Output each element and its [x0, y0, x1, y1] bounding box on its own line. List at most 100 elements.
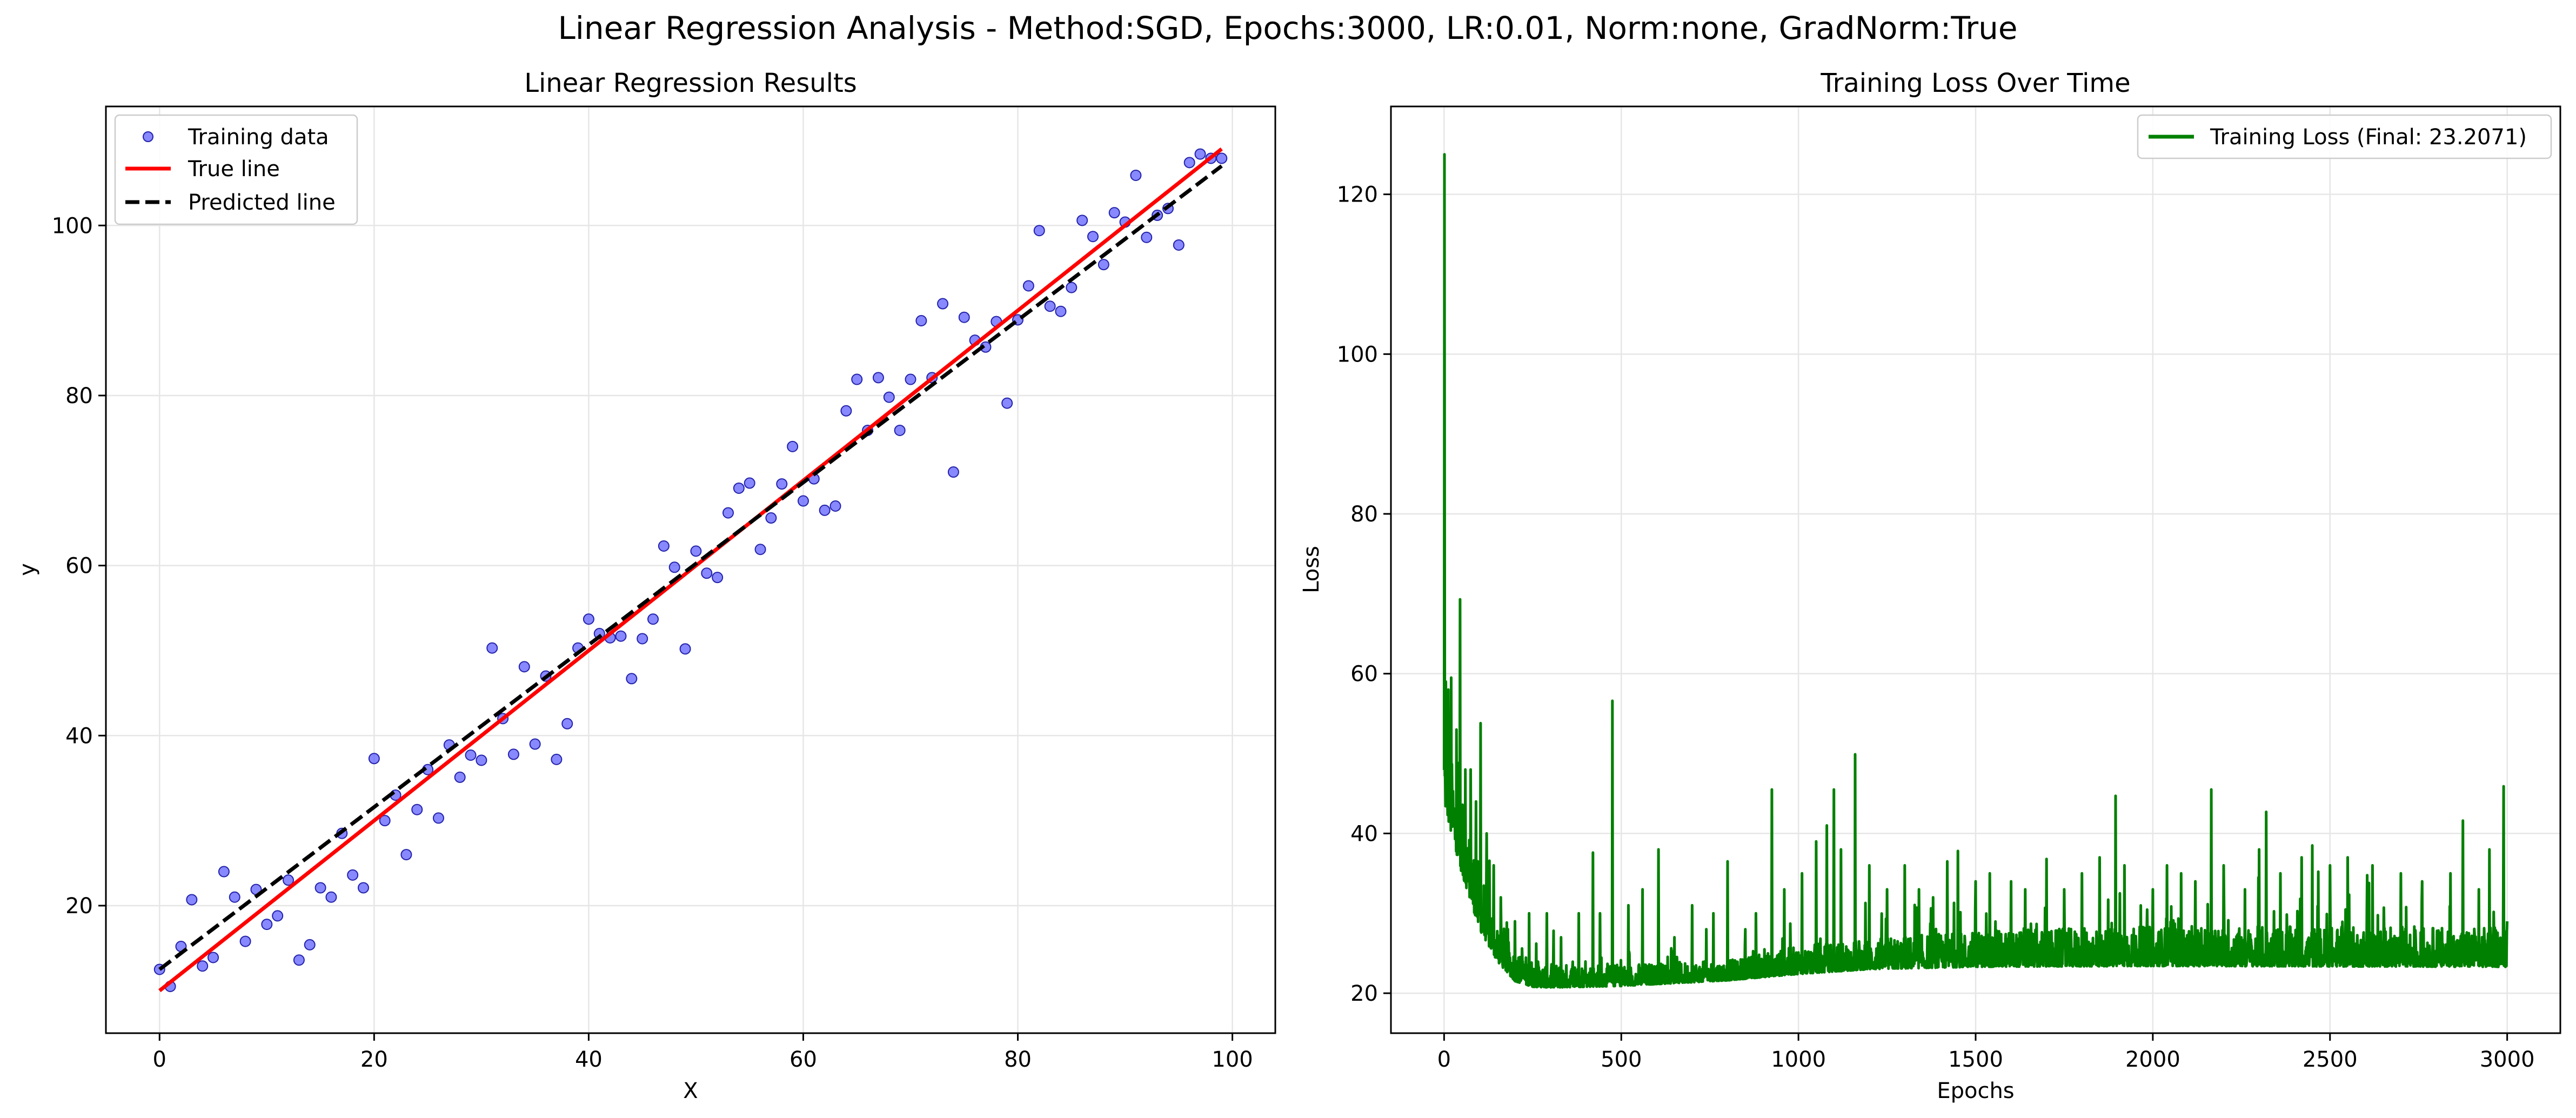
regression-ytick-label: 80 [65, 384, 93, 409]
scatter-point [1066, 282, 1078, 293]
scatter-point [218, 866, 230, 878]
scatter-point [486, 642, 498, 654]
loss-xlabel: Epochs [1937, 1079, 2014, 1103]
scatter-point [733, 482, 745, 494]
scatter-point [797, 495, 809, 507]
regression-plot-frame [105, 105, 1276, 1034]
scatter-point [1194, 148, 1206, 160]
scatter-point [261, 919, 273, 930]
scatter-point [958, 311, 970, 323]
scatter-point [840, 405, 852, 417]
loss-ytick-label: 100 [1337, 342, 1378, 367]
scatter-point [1216, 152, 1228, 164]
scatter-point [507, 748, 519, 760]
scatter-point [454, 771, 466, 783]
scatter-point [1130, 169, 1142, 181]
scatter-point [894, 424, 906, 436]
loss-legend-box [2137, 114, 2552, 159]
regression-axes: 0 20 40 60 80 100 20 40 60 80 100 Linear Regressio… [15, 68, 1276, 1103]
scatter-point [1141, 231, 1153, 243]
figure-suptitle: Linear Regression Analysis - Method:SGD,… [558, 10, 2017, 46]
loss-lines [1442, 153, 2509, 989]
scatter-point [1098, 259, 1109, 271]
loss-title: Training Loss Over Time [1820, 68, 2130, 98]
legend-label-predicted-line: Predicted line [188, 190, 336, 215]
loss-ticks: 0 500 1000 1500 2000 2500 3000 20 40 60 80 100 120 [1337, 183, 2535, 1072]
scatter-point [1087, 231, 1099, 243]
scatter-point [368, 753, 380, 765]
scatter-point [937, 298, 949, 310]
scatter-point [915, 314, 927, 326]
scatter-point [400, 849, 412, 861]
regression-ytick-label: 60 [65, 554, 93, 579]
scatter-point [379, 815, 391, 827]
regression-xtick-label: 100 [1212, 1047, 1253, 1072]
scatter-point [583, 613, 594, 625]
scatter-point [197, 960, 209, 972]
scatter-point [1001, 397, 1013, 409]
scatter-point [551, 753, 563, 765]
loss-ytick-label: 80 [1350, 502, 1378, 527]
scatter-point [668, 561, 680, 573]
scatter-point [518, 661, 530, 673]
scatter-point [905, 373, 916, 385]
loss-legend: Training Loss (Final: 23.2071) [2137, 114, 2552, 159]
scatter-point [615, 630, 627, 642]
scatter-point [208, 952, 219, 963]
scatter-point [432, 812, 444, 824]
scatter-point [819, 504, 831, 516]
scatter-point [1108, 207, 1120, 219]
regression-ylabel: y [15, 563, 40, 576]
scatter-point [357, 882, 369, 894]
scatter-point [1044, 300, 1056, 312]
scatter-point [476, 754, 487, 766]
scatter-point [347, 869, 359, 881]
loss-ytick-label: 20 [1350, 981, 1378, 1006]
scatter-point [293, 954, 305, 966]
regression-legend-box [114, 114, 358, 225]
scatter-point [272, 910, 284, 922]
loss-grid [1391, 106, 2560, 1033]
regression-xtick-label: 80 [1004, 1047, 1032, 1072]
loss-xtick-label: 2000 [2125, 1047, 2180, 1072]
legend-label-true-line: True line [188, 157, 280, 182]
loss-ytick-label: 120 [1337, 183, 1378, 207]
regression-xtick-label: 20 [360, 1047, 388, 1072]
scatter-point [787, 440, 799, 452]
scatter-point [1055, 305, 1067, 317]
legend-marker-training-data [143, 131, 153, 142]
scatter-point [325, 891, 337, 903]
scatter-point [851, 373, 863, 385]
regression-xtick-label: 0 [153, 1047, 166, 1072]
scatter-point [947, 466, 959, 478]
loss-xtick-label: 0 [1437, 1047, 1451, 1072]
scatter-point [776, 478, 788, 490]
scatter-point [722, 507, 734, 519]
regression-xtick-label: 60 [789, 1047, 817, 1072]
loss-xtick-label: 1000 [1771, 1047, 1826, 1072]
training-loss-line [1442, 153, 2509, 989]
scatter-point [465, 749, 477, 761]
scatter-point [744, 477, 755, 489]
scatter-point [1076, 215, 1088, 226]
scatter-point [647, 613, 659, 625]
scatter-point [1173, 239, 1185, 251]
regression-legend: Training data True line Predicted line [114, 114, 358, 225]
scatter-point [283, 874, 295, 886]
scatter-point [872, 372, 884, 384]
scatter-point [1183, 157, 1195, 169]
legend-label-training-data: Training data [188, 125, 329, 150]
scatter-point [626, 673, 638, 685]
loss-ytick-label: 60 [1350, 662, 1378, 687]
scatter-point [1033, 225, 1045, 237]
regression-ytick-label: 20 [65, 894, 93, 919]
loss-xtick-label: 500 [1601, 1047, 1642, 1072]
scatter-point [304, 939, 316, 950]
loss-ytick-label: 40 [1350, 821, 1378, 846]
scatter-point [239, 935, 251, 947]
scatter-point [411, 804, 423, 815]
scatter-point [754, 544, 766, 555]
regression-ytick-label: 100 [52, 213, 93, 238]
loss-xtick-label: 1500 [1948, 1047, 2003, 1072]
